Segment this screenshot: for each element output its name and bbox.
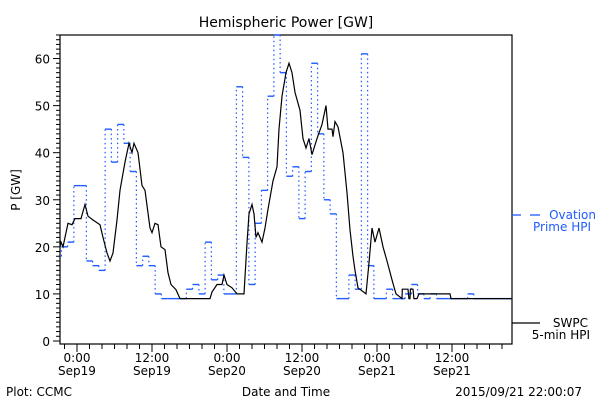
- x-tick-label-time: 12:00: [285, 351, 320, 365]
- legend-swpc-label-2: 5-min HPI: [532, 328, 590, 342]
- y-tick-label: 30: [35, 194, 50, 208]
- chart-title: Hemispheric Power [GW]: [199, 15, 374, 31]
- x-axis-label: Date and Time: [242, 385, 330, 399]
- x-tick-label-date: Sep19: [133, 364, 171, 378]
- y-tick-label: 0: [42, 335, 50, 349]
- legend-swpc-label: SWPC: [553, 316, 588, 330]
- y-tick-label: 40: [35, 147, 50, 161]
- x-tick-label-date: Sep19: [58, 364, 96, 378]
- footer-timestamp: 2015/09/21 22:00:07: [455, 385, 582, 399]
- x-tick-label-time: 0:00: [364, 351, 391, 365]
- x-tick-label-time: 12:00: [135, 351, 170, 365]
- y-tick-label: 60: [35, 53, 50, 67]
- series-swpc: [59, 61, 512, 300]
- x-tick-label-date: Sep20: [283, 364, 321, 378]
- y-tick-label: 20: [35, 241, 50, 255]
- x-tick-label-time: 12:00: [435, 351, 470, 365]
- legend: Ovation Prime HPI SWPC 5-min HPI: [512, 208, 596, 342]
- legend-ovation-label: Ovation: [549, 208, 596, 222]
- x-tick-label-time: 0:00: [64, 351, 91, 365]
- footer-plot-credit: Plot: CCMC: [6, 385, 72, 399]
- axes: 01020304050600:00Sep1912:00Sep190:00Sep2…: [35, 34, 513, 378]
- y-axis-label: P [GW]: [9, 169, 23, 211]
- swpc-line: [59, 61, 512, 300]
- x-tick-label-date: Sep20: [208, 364, 246, 378]
- x-tick-label-date: Sep21: [358, 364, 396, 378]
- x-tick-label-time: 0:00: [214, 351, 241, 365]
- plot-frame: [59, 34, 513, 345]
- legend-ovation-label-2: Prime HPI: [533, 220, 591, 234]
- y-tick-label: 10: [35, 288, 50, 302]
- series-ovation-prime: [60, 34, 512, 300]
- x-tick-label-date: Sep21: [433, 364, 471, 378]
- y-tick-label: 50: [35, 100, 50, 114]
